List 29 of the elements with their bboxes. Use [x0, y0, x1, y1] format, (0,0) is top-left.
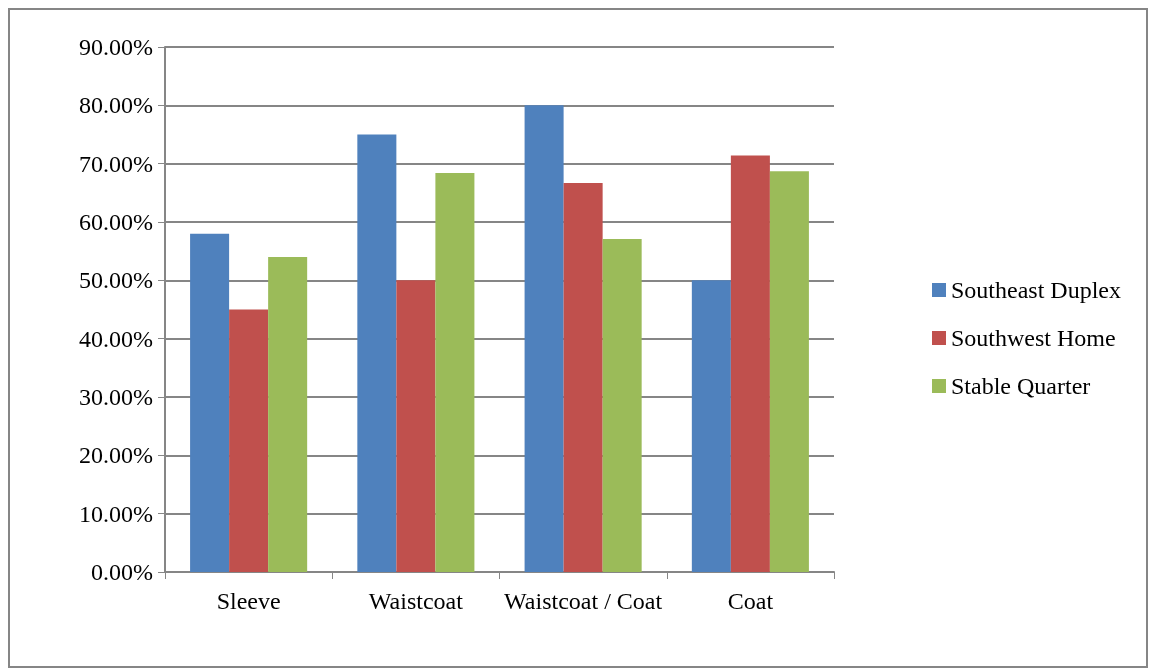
bar [396, 280, 436, 572]
y-tick-label: 30.00% [79, 384, 153, 410]
bar [190, 233, 230, 572]
bar [524, 105, 564, 572]
y-tick-label: 0.00% [91, 559, 153, 585]
x-tick-label: Sleeve [216, 588, 281, 614]
bar [563, 182, 603, 572]
x-tick-label: Coat [727, 588, 774, 614]
bar [435, 173, 475, 572]
x-tick-label: Waistcoat [368, 588, 464, 614]
y-tick-label: 60.00% [79, 209, 153, 235]
bar [602, 238, 642, 572]
bar [730, 155, 770, 572]
bar [268, 257, 308, 572]
bar [769, 171, 809, 572]
bar [229, 309, 269, 572]
y-tick-label: 40.00% [79, 325, 153, 352]
legend-label: Southeast Duplex [951, 277, 1121, 303]
bar [357, 134, 397, 572]
legend-label: Southwest Home [951, 325, 1116, 351]
y-tick-label: 10.00% [79, 500, 153, 527]
bar [691, 280, 731, 572]
y-tick-label: 20.00% [79, 442, 153, 469]
x-tick-label: Waistcoat / Coat [504, 588, 663, 614]
y-tick-label: 80.00% [79, 92, 153, 119]
y-tick-label: 90.00% [79, 34, 153, 60]
y-tick-label: 50.00% [79, 267, 153, 294]
y-tick-label: 70.00% [79, 150, 153, 177]
legend-label: Stable Quarter [951, 373, 1091, 399]
